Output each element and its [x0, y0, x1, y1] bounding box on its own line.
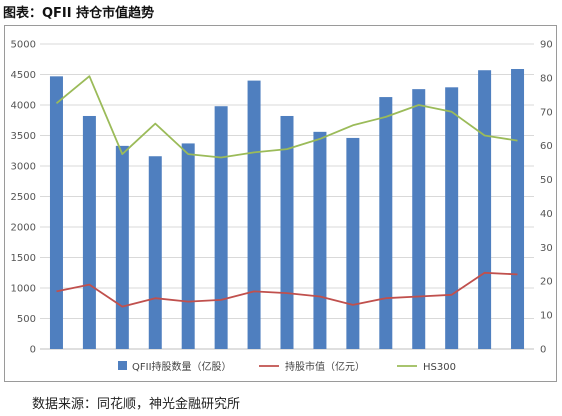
left-tick-label: 1500 [11, 253, 36, 264]
left-tick-label: 2500 [11, 192, 36, 203]
right-axis-ticks: 0 10 20 30 40 50 60 70 80 90 [540, 40, 553, 356]
bar [148, 156, 162, 349]
left-tick-label: 3000 [11, 162, 36, 173]
bar [445, 87, 459, 349]
legend-label: 持股市值（亿元） [285, 360, 365, 373]
data-source-note: 数据来源：同花顺，神光金融研究所 [32, 397, 241, 412]
bar [313, 131, 327, 349]
bar [280, 115, 294, 349]
bar [49, 76, 63, 349]
bar [346, 137, 360, 349]
legend-label: QFII持股数量（亿股） [132, 360, 232, 373]
line-series-path [55, 75, 518, 159]
left-tick-label: 1000 [11, 284, 36, 295]
right-tick-label: 20 [540, 277, 553, 288]
bar [478, 70, 492, 349]
right-tick-label: 90 [540, 40, 553, 51]
bar [115, 145, 129, 349]
right-tick-label: 70 [540, 107, 553, 118]
left-tick-label: 5000 [11, 40, 36, 51]
left-tick-label: 0 [30, 345, 36, 356]
right-tick-label: 40 [540, 209, 553, 220]
line-series-path [56, 271, 518, 308]
line-series [55, 75, 518, 308]
right-tick-label: 30 [540, 243, 553, 254]
bar [511, 69, 525, 349]
bar [412, 89, 426, 349]
bar [181, 143, 195, 349]
chart-title: 图表：QFII 持仓市值趋势 [3, 6, 155, 21]
bar [379, 97, 393, 349]
left-tick-label: 4500 [11, 70, 36, 81]
right-tick-label: 10 [540, 311, 553, 322]
bar [247, 80, 261, 349]
legend-label: HS300 [423, 362, 456, 373]
left-axis-ticks: 0 500 1000 1500 2000 2500 3000 3500 4000 4500 5000 [11, 40, 36, 356]
bar [82, 115, 96, 349]
bar [214, 106, 228, 349]
left-tick-label: 500 [17, 314, 36, 325]
right-tick-label: 80 [540, 73, 553, 84]
legend-swatch [118, 361, 127, 370]
left-tick-label: 3500 [11, 131, 36, 142]
left-tick-label: 2000 [11, 223, 36, 234]
legend: QFII持股数量（亿股） 持股市值（亿元） HS300 [118, 360, 456, 373]
right-tick-label: 60 [540, 141, 553, 152]
right-tick-label: 50 [540, 175, 553, 186]
bar-series [49, 69, 525, 349]
right-tick-label: 0 [540, 345, 546, 356]
left-tick-label: 4000 [11, 101, 36, 112]
